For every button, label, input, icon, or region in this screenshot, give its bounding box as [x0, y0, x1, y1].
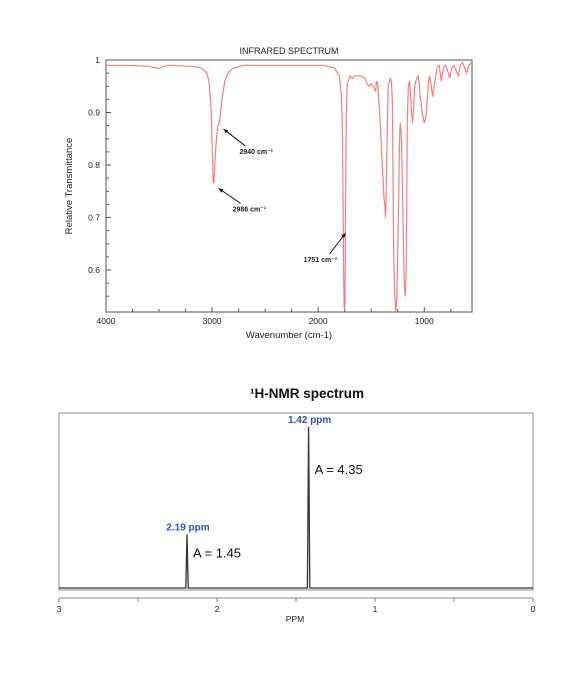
- nmr-x-axis-label: PPM: [286, 614, 304, 624]
- nmr-x-tick-label: 0: [531, 604, 536, 614]
- ir-spectrum-chart: INFRARED SPECTRUM 4000 3000 2000 1000 0.6 0.7…: [64, 46, 473, 341]
- ir-annotation-label: 2986 cm⁻¹: [233, 206, 267, 213]
- nmr-chart-title: ¹H-NMR spectrum: [250, 386, 364, 401]
- ir-x-tick-label: 3000: [203, 316, 222, 326]
- ir-spectrum-line: [106, 61, 472, 313]
- ir-y-tick-label: 0.8: [88, 160, 100, 170]
- ir-annotation-arrowhead: [223, 129, 229, 134]
- nmr-peak-ppm-label: 1.42 ppm: [288, 415, 331, 426]
- ir-chart-title: INFRARED SPECTRUM: [239, 46, 338, 56]
- nmr-x-tick-label: 1: [373, 604, 378, 614]
- ir-annotation-arrowhead: [218, 188, 224, 193]
- ir-annotation-label: 2940 cm⁻¹: [239, 149, 273, 156]
- ir-y-axis-label: Relative Transmittance: [64, 138, 75, 235]
- ir-annotations: 2940 cm⁻¹ 2986 cm⁻¹ 1751 cm⁻¹: [218, 128, 346, 264]
- nmr-peak-area-label: A = 4.35: [315, 462, 363, 477]
- ir-x-tick-label: 1000: [415, 316, 434, 326]
- nmr-peak-area-label: A = 1.45: [193, 545, 241, 560]
- ir-annotation-arrow: [223, 128, 246, 147]
- nmr-axis: 3 2 1 0: [57, 597, 536, 614]
- ir-x-axis-label: Wavenumber (cm-1): [246, 330, 332, 341]
- ir-x-tick-label: 4000: [97, 316, 116, 326]
- nmr-x-tick-label: 2: [215, 604, 220, 614]
- ir-plot-frame: [105, 59, 473, 313]
- nmr-peak-ppm-label: 2.19 ppm: [166, 522, 209, 533]
- ir-x-tick-label: 2000: [309, 316, 328, 326]
- nmr-peak-labels: 2.19 ppm A = 1.45 1.42 ppm A = 4.35: [166, 415, 362, 560]
- ir-y-tick-label: 1: [95, 55, 100, 65]
- nmr-spectrum-line: [59, 426, 533, 589]
- ir-y-tick-label: 0.6: [88, 265, 100, 275]
- nmr-spectrum-chart: ¹H-NMR spectrum 3 2 1 0 2.19 ppm A = 1.45 1.4…: [57, 386, 536, 624]
- nmr-x-tick-label: 3: [57, 604, 62, 614]
- ir-y-tick-label: 0.7: [88, 213, 100, 223]
- ir-annotation-arrowhead: [341, 233, 346, 238]
- ir-axis-ticks: 4000 3000 2000 1000 0.6 0.7 0.8 0.9 1: [88, 55, 452, 326]
- ir-y-tick-label: 0.9: [88, 108, 100, 118]
- nmr-plot-frame: [58, 412, 534, 591]
- ir-annotation-label: 1751 cm⁻¹: [304, 257, 338, 264]
